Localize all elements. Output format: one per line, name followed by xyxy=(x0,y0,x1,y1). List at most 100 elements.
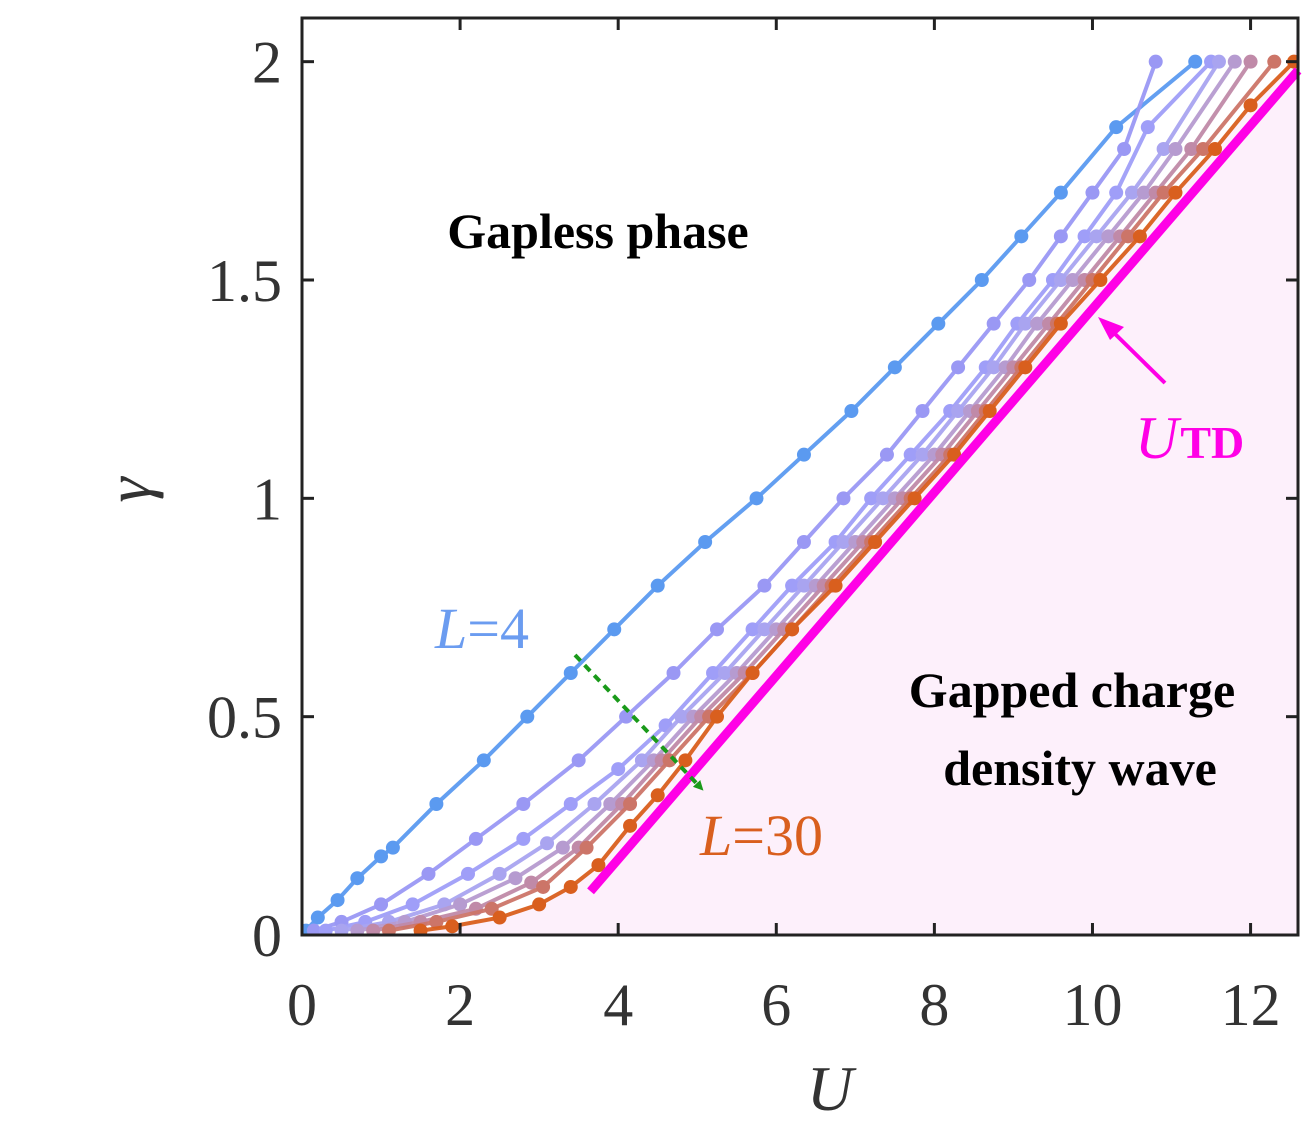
data-point-L4-3 xyxy=(350,871,365,886)
utd-pointer-arrow-head xyxy=(1098,317,1124,340)
gapped-region-label-line2: density wave xyxy=(943,740,1217,796)
data-point-L8-5 xyxy=(563,797,578,811)
data-point-L12-20 xyxy=(1156,142,1171,156)
data-point-L16-21 xyxy=(1227,54,1242,69)
data-point-L6-5 xyxy=(516,797,531,811)
data-point-L25-4 xyxy=(579,840,594,855)
x-tick-label-8: 8 xyxy=(919,972,949,1038)
gapped-region-label-line1: Gapped charge xyxy=(909,662,1235,718)
data-point-L25-18 xyxy=(1121,229,1136,244)
data-point-L12-15 xyxy=(986,360,1001,375)
data-point-L16-18 xyxy=(1101,229,1116,244)
data-point-L6-6 xyxy=(571,753,586,768)
data-point-L30-7 xyxy=(650,788,665,803)
data-point-L6-2 xyxy=(374,897,389,912)
data-point-L6-11 xyxy=(796,535,811,549)
data-point-L8-19 xyxy=(1109,185,1124,200)
data-point-L12-13 xyxy=(915,447,930,462)
data-point-L30-16 xyxy=(982,404,997,418)
data-point-L25-20 xyxy=(1196,142,1211,156)
utd-pointer-arrow-shaft xyxy=(1106,325,1167,385)
utd-label: UTD xyxy=(1135,405,1244,471)
x-tick-label-2: 2 xyxy=(445,972,475,1038)
data-point-L30-11 xyxy=(785,622,800,637)
data-point-L20-20 xyxy=(1184,142,1199,156)
x-axis-label: U xyxy=(807,1053,857,1124)
gapped-region-shade xyxy=(420,18,1298,935)
data-point-L4-19 xyxy=(1014,229,1029,244)
series-line-L16 xyxy=(356,60,1237,933)
data-point-L6-4 xyxy=(468,831,483,846)
y-tick-label-2: 2 xyxy=(252,30,282,96)
data-point-L30-23 xyxy=(1243,98,1258,113)
data-point-L8-13 xyxy=(903,447,918,462)
data-point-L6-20 xyxy=(1117,142,1132,156)
data-point-L4-10 xyxy=(607,622,622,637)
data-point-L16-3 xyxy=(508,871,523,886)
data-point-L30-4 xyxy=(563,879,578,894)
data-point-L4-22 xyxy=(1188,54,1203,69)
data-point-L12-12 xyxy=(876,491,890,506)
series-layer xyxy=(302,54,1298,935)
data-point-L12-5 xyxy=(587,797,602,811)
data-point-L4-13 xyxy=(749,491,764,506)
data-point-L6-13 xyxy=(879,447,894,462)
x-tick-label-6: 6 xyxy=(761,972,791,1038)
data-point-L20-21 xyxy=(1243,54,1258,69)
data-point-L6-9 xyxy=(710,622,724,637)
series-L8 xyxy=(318,54,1219,935)
data-point-L4-18 xyxy=(974,273,989,287)
data-point-L16-17 xyxy=(1065,273,1080,287)
data-point-L30-2 xyxy=(492,910,507,925)
data-point-L6-0 xyxy=(306,923,321,935)
data-point-L12-17 xyxy=(1053,273,1068,287)
data-point-L8-2 xyxy=(405,897,420,912)
series-line-L6 xyxy=(313,60,1158,933)
data-point-L12-0 xyxy=(334,923,349,935)
data-point-L30-3 xyxy=(532,897,547,912)
series-line-L25 xyxy=(388,60,1276,933)
tick-layer: 0 2 4 6 8 10 12 0 0.5 1 1.5 2 xyxy=(207,18,1298,1038)
data-point-L12-9 xyxy=(757,622,772,637)
series-line-L12 xyxy=(341,60,1221,933)
data-point-L12-11 xyxy=(836,535,851,549)
data-point-L16-5 xyxy=(603,797,618,811)
data-point-L12-21 xyxy=(1211,54,1226,69)
data-point-L8-10 xyxy=(785,578,800,593)
x-tick-label-12: 12 xyxy=(1221,972,1281,1038)
data-point-L8-18 xyxy=(1077,229,1092,244)
data-point-L4-15 xyxy=(844,404,859,418)
data-point-L8-12 xyxy=(864,491,879,506)
data-point-L8-6 xyxy=(611,762,626,777)
data-point-L6-7 xyxy=(619,709,634,724)
data-point-L25-3 xyxy=(536,879,551,894)
data-point-L4-6 xyxy=(429,797,444,811)
data-point-L12-7 xyxy=(674,709,689,724)
series-L4 xyxy=(302,54,1203,935)
data-point-L4-5 xyxy=(385,840,400,855)
data-point-L30-9 xyxy=(710,709,724,724)
data-point-L12-19 xyxy=(1125,185,1139,200)
gapless-phase-label: Gapless phase xyxy=(447,203,748,259)
data-point-L30-12 xyxy=(828,578,843,593)
data-point-L30-19 xyxy=(1093,273,1108,287)
data-point-L6-8 xyxy=(666,666,681,680)
data-point-L30-20 xyxy=(1132,229,1147,244)
data-point-L30-6 xyxy=(623,818,638,833)
data-point-L30-5 xyxy=(591,858,606,873)
data-point-L6-14 xyxy=(915,404,930,418)
system-size-arrow xyxy=(573,653,704,791)
data-point-L8-3 xyxy=(461,866,475,881)
series-L6 xyxy=(306,54,1163,935)
data-point-L4-2 xyxy=(330,893,345,908)
data-point-L30-22 xyxy=(1208,142,1222,156)
x-tick-label-0: 0 xyxy=(287,972,317,1038)
data-point-L30-18 xyxy=(1053,316,1068,331)
data-point-L6-12 xyxy=(836,491,851,506)
data-point-L8-8 xyxy=(706,666,721,680)
utd-line xyxy=(587,67,1302,895)
data-point-L16-4 xyxy=(555,840,570,855)
data-point-L30-8 xyxy=(678,753,693,768)
data-point-L30-10 xyxy=(745,666,760,680)
